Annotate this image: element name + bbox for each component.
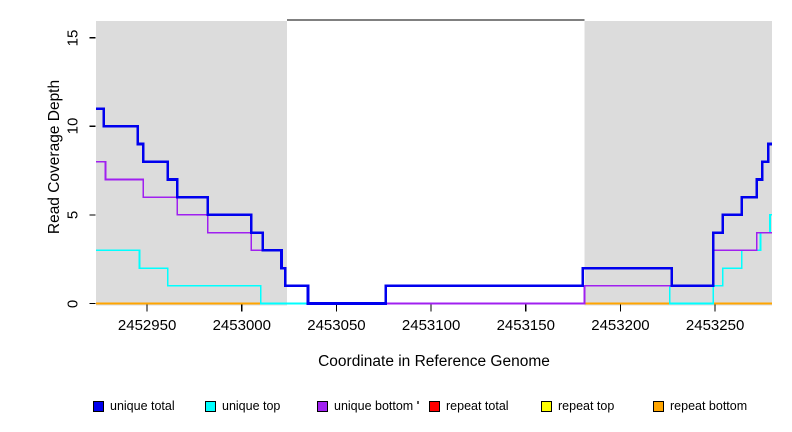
legend-swatch-icon — [541, 400, 552, 412]
x-tick-label: 2453200 — [591, 317, 650, 334]
legend-swatch-icon — [205, 400, 216, 412]
x-tick-label: 2452950 — [117, 317, 177, 334]
y-tick-label: 10 — [64, 117, 82, 135]
series-line-unique-total — [96, 107, 772, 305]
x-tick-label: 2453150 — [496, 317, 555, 334]
legend-item-repeat-total: repeat total — [429, 398, 509, 414]
x-tick-label: 2453050 — [307, 317, 366, 334]
y-tick-label: 15 — [64, 29, 82, 47]
legend-label: unique bottom — [334, 399, 414, 413]
legend-swatch-icon — [317, 400, 328, 412]
legend-label: repeat bottom — [670, 399, 748, 413]
legend-item-repeat-bottom: repeat bottom — [653, 398, 747, 414]
legend-item-repeat-top: repeat top — [541, 398, 614, 414]
legend-swatch-icon — [429, 400, 440, 412]
x-tick-label: 2453250 — [685, 317, 745, 334]
masked-region — [584, 20, 772, 306]
legend-label: unique top — [222, 399, 281, 413]
x-tick-label: 2453000 — [212, 317, 271, 334]
legend-swatch-icon — [653, 400, 664, 412]
masked-region — [96, 20, 288, 306]
legend: unique total unique top unique bottom repea… — [0, 398, 792, 418]
legend-item-unique-top: unique top — [205, 398, 280, 414]
y-tick-label: 0 — [64, 299, 82, 308]
legend-swatch-icon — [93, 400, 104, 412]
x-tick-label: 2453100 — [401, 317, 461, 334]
legend-item-unique-total: unique total — [93, 398, 175, 414]
series-line-unique-top — [96, 214, 772, 305]
legend-label: repeat top — [558, 399, 615, 413]
legend-label: unique total — [110, 399, 175, 413]
legend-label: repeat total — [446, 399, 509, 413]
y-tick-label: 5 — [64, 210, 82, 220]
stray-dot — [417, 401, 419, 404]
x-axis-title: Coordinate in Reference Genome — [318, 353, 550, 370]
coverage-plot-svg — [89, 19, 772, 312]
legend-item-unique-bottom: unique bottom — [317, 398, 413, 414]
y-axis-title: Read Coverage Depth — [46, 79, 63, 235]
